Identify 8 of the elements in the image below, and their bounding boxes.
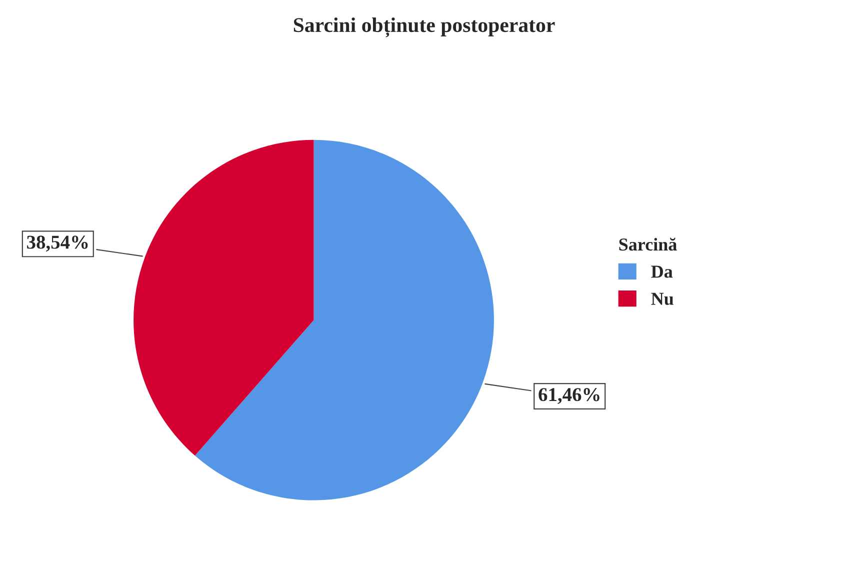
legend-label: Da: [651, 266, 673, 278]
chart-title: Sarcini obținute postoperator: [294, 17, 555, 38]
legend-label: Nu: [651, 292, 674, 305]
pie-slice: [134, 140, 314, 456]
data-label: 61,46%: [538, 388, 600, 404]
data-label: 38,54%: [27, 236, 88, 252]
legend-title: Sarcină: [619, 238, 677, 251]
pie-slice: [194, 140, 494, 500]
